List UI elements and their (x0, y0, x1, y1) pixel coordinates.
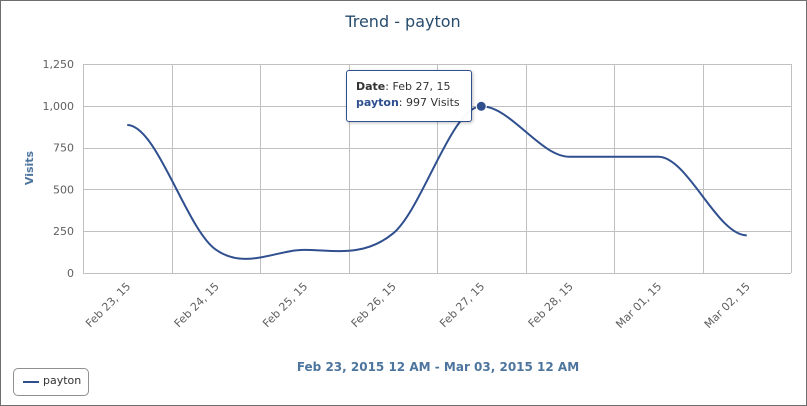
data-tooltip: Date: Feb 27, 15 payton: 997 Visits (346, 70, 472, 122)
y-tick-label: 1,000 (43, 100, 75, 113)
x-tick-label: Feb 25, 15 (260, 280, 310, 330)
legend[interactable]: payton (13, 368, 89, 396)
x-tick-label: Feb 24, 15 (172, 280, 222, 330)
x-tick-label: Feb 26, 15 (349, 280, 399, 330)
hovered-data-point (475, 100, 487, 112)
y-axis-ticks: 0 250 500 750 1,000 1,250 (43, 58, 75, 280)
tooltip-date-key: Date (356, 80, 386, 93)
x-tick-label: Mar 01, 15 (613, 280, 664, 331)
y-tick-label: 1,250 (43, 58, 75, 71)
x-tick-label: Feb 23, 15 (83, 280, 133, 330)
tooltip-series-key: payton (356, 96, 399, 109)
y-tick-label: 250 (53, 225, 74, 238)
legend-item-label[interactable]: payton (43, 374, 82, 387)
legend-swatch (23, 381, 39, 383)
tooltip-series-value: 997 Visits (405, 96, 460, 109)
y-tick-label: 0 (67, 267, 74, 280)
x-tick-label: Mar 02, 15 (702, 280, 753, 331)
y-tick-label: 500 (53, 183, 74, 196)
x-axis-ticks: Feb 23, 15 Feb 24, 15 Feb 25, 15 Feb 26, 15… (83, 280, 753, 331)
y-axis-label: Visits (23, 150, 36, 185)
x-tick-label: Feb 27, 15 (437, 280, 487, 330)
tooltip-date-row: Date: Feb 27, 15 (356, 80, 451, 93)
tooltip-date-value: Feb 27, 15 (392, 80, 451, 93)
y-tick-label: 750 (53, 142, 74, 155)
tooltip-series-row: payton: 997 Visits (356, 96, 460, 109)
series-layer (127, 100, 747, 260)
x-axis-label: Feb 23, 2015 12 AM - Mar 03, 2015 12 AM (297, 360, 579, 374)
series-line (127, 105, 747, 260)
chart-title: Trend - payton (344, 12, 460, 31)
x-tick-label: Feb 28, 15 (526, 280, 576, 330)
